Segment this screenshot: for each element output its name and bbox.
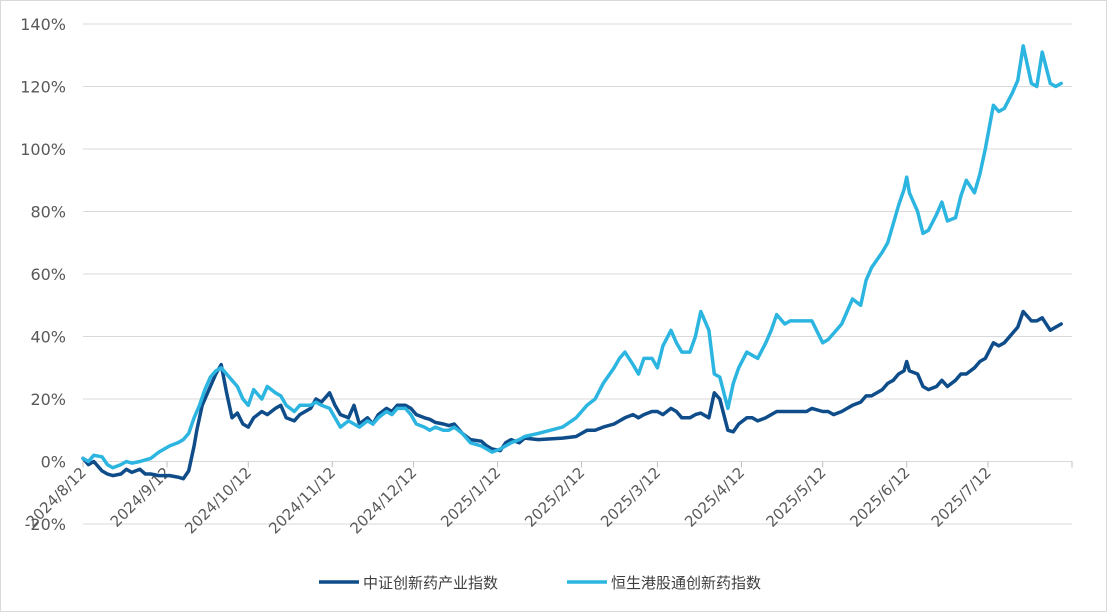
y-axis-ticks: 140% 120% 100% 80% 60% 40% 20% 0% -20% — [20, 15, 66, 534]
y-tick-label: -20% — [25, 515, 66, 534]
legend-label-2: 恒生港股通创新药指数 — [611, 574, 761, 592]
series-line-2 — [81, 44, 1063, 470]
x-tick-label: 2024/10/12 — [181, 464, 255, 538]
y-tick-label: 140% — [20, 15, 66, 34]
y-tick-label: 100% — [20, 140, 66, 159]
x-tick-label: 2025/1/12 — [437, 464, 504, 531]
x-tick-label: 2025/2/12 — [521, 464, 588, 531]
y-tick-label: 40% — [30, 328, 66, 347]
legend: 中证创新药产业指数 恒生港股通创新药指数 — [319, 574, 761, 592]
y-tick-label: 0% — [41, 453, 66, 472]
x-tick-label: 2025/7/12 — [928, 464, 995, 531]
x-tick-label: 2025/3/12 — [597, 464, 664, 531]
y-tick-label: 60% — [30, 265, 66, 284]
x-tick-label: 2025/4/12 — [681, 464, 748, 531]
legend-label-1: 中证创新药产业指数 — [363, 574, 498, 592]
x-tick-label: 2024/12/12 — [347, 464, 421, 538]
y-tick-label: 20% — [30, 390, 66, 409]
series-line-1 — [81, 309, 1063, 481]
x-tick-label: 2025/6/12 — [846, 464, 913, 531]
x-tick-label: 2024/11/12 — [265, 464, 339, 538]
y-tick-label: 80% — [30, 203, 66, 222]
x-axis: 2024/8/12 2024/9/12 2024/10/12 2024/11/12 20… — [23, 461, 1073, 538]
gridlines — [83, 23, 1072, 525]
series-lines — [81, 44, 1063, 481]
x-tick-label: 2025/5/12 — [762, 464, 829, 531]
y-tick-label: 120% — [20, 78, 66, 97]
